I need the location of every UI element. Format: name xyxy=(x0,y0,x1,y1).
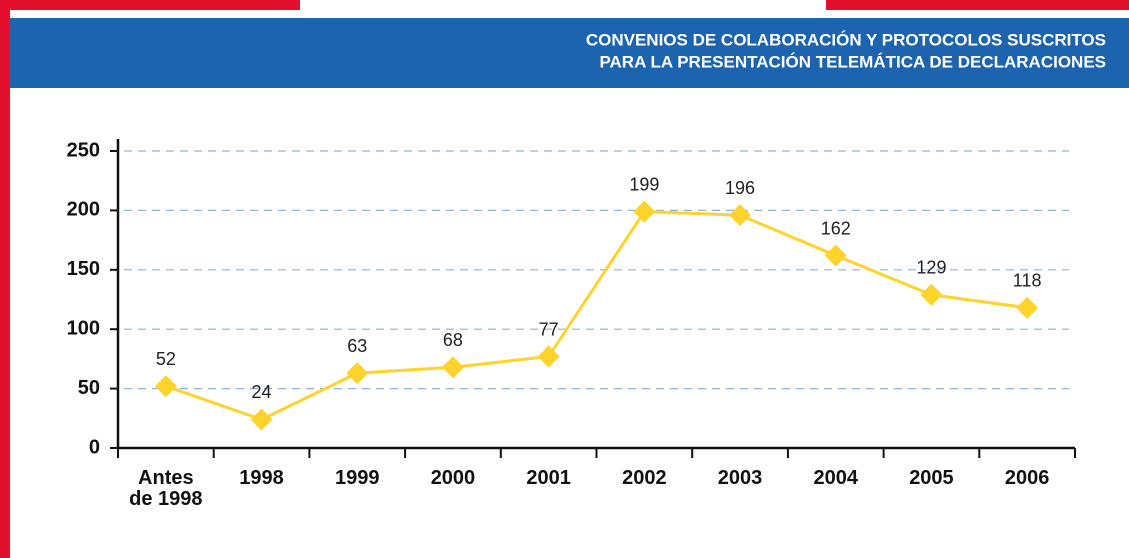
title-line: CONVENIOS DE COLABORACIÓN Y PROTOCOLOS S… xyxy=(586,30,1106,49)
x-tick-label: 2004 xyxy=(813,467,859,489)
y-tick-label: 150 xyxy=(67,258,100,280)
x-tick-label: 2000 xyxy=(430,467,476,489)
y-tick-label: 50 xyxy=(78,377,100,399)
y-tick-label: 250 xyxy=(67,139,100,161)
x-tick-label: 2002 xyxy=(622,467,667,489)
title-line: PARA LA PRESENTACIÓN TELEMÁTICA DE DECLA… xyxy=(599,52,1106,71)
marker xyxy=(1016,296,1039,319)
frame-top-left xyxy=(0,0,300,10)
x-tick-label: 1999 xyxy=(335,467,380,489)
x-tick-label: 1998 xyxy=(239,467,284,489)
marker xyxy=(729,204,752,227)
x-tick-label: 2001 xyxy=(526,467,571,489)
marker xyxy=(537,345,560,368)
x-tick-label: 2006 xyxy=(1004,467,1050,489)
frame-top-right xyxy=(826,0,1129,10)
data-label: 24 xyxy=(252,382,272,402)
data-label: 162 xyxy=(821,218,851,238)
data-label: 63 xyxy=(347,336,367,356)
marker xyxy=(346,362,369,385)
marker xyxy=(154,375,177,398)
x-tick-label: 2003 xyxy=(717,467,763,489)
header-band xyxy=(10,18,1129,88)
marker xyxy=(633,200,656,223)
x-tick-label: Antes de 1998 xyxy=(129,467,203,510)
y-tick-label: 0 xyxy=(89,436,100,458)
line xyxy=(165,210,1028,422)
frame-left xyxy=(0,0,10,558)
data-label: 68 xyxy=(443,330,463,350)
x-tick-label: 2005 xyxy=(909,467,954,489)
data-label: 196 xyxy=(725,178,755,198)
marker xyxy=(824,244,847,267)
marker xyxy=(920,283,943,306)
y-tick-label: 100 xyxy=(67,317,100,339)
data-label: 199 xyxy=(629,174,659,194)
data-label: 52 xyxy=(156,349,176,369)
marker xyxy=(250,408,273,431)
data-label: 118 xyxy=(1013,271,1042,291)
y-tick-label: 200 xyxy=(67,199,100,221)
marker xyxy=(441,356,464,379)
data-label: 77 xyxy=(539,319,559,339)
data-label: 129 xyxy=(916,257,946,277)
